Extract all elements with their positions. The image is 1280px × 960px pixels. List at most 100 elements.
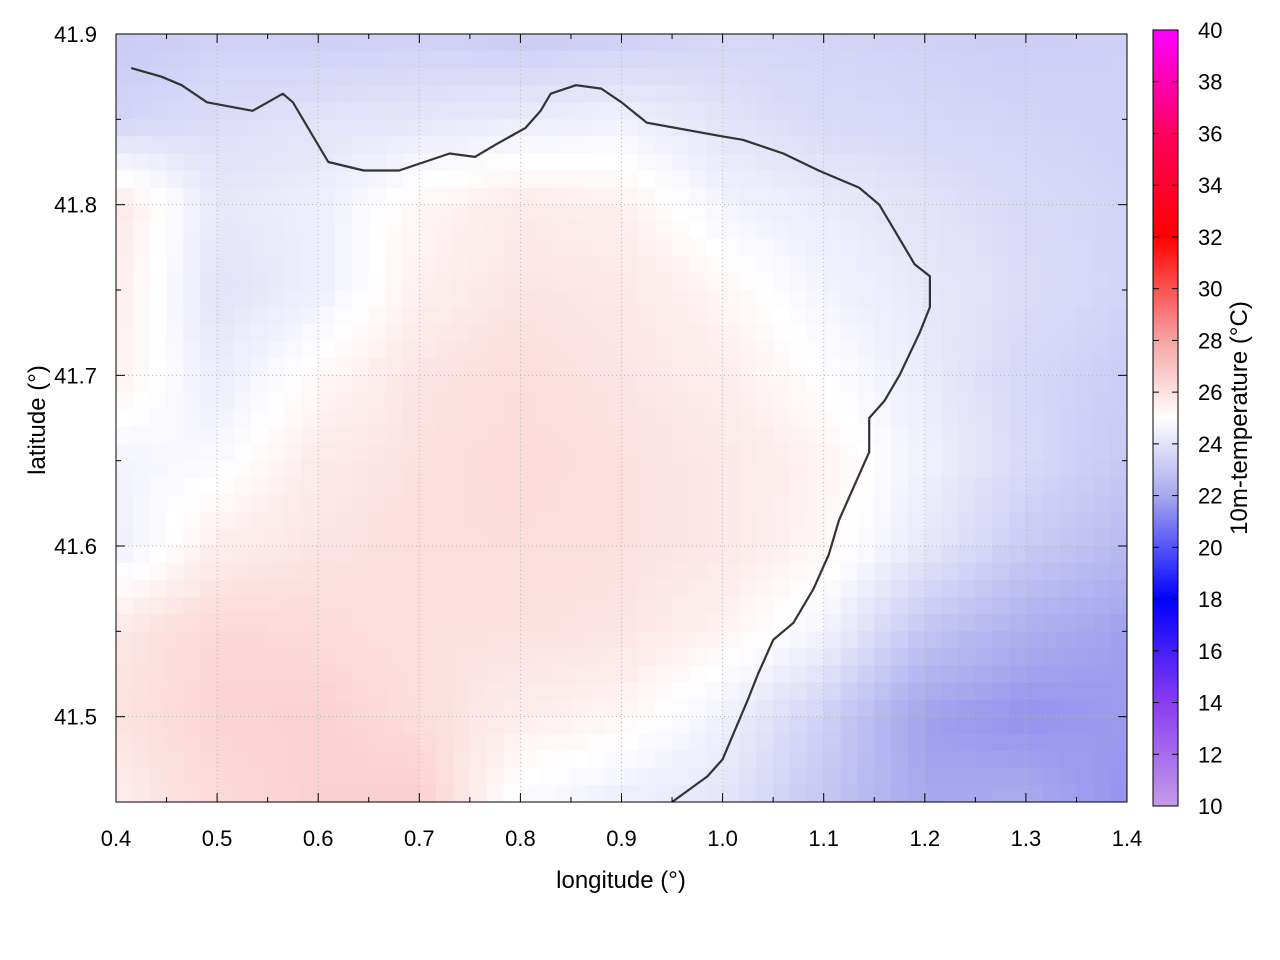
heatmap-cell [486,665,505,684]
heatmap-cell [267,358,286,376]
heatmap-cell [840,187,858,206]
heatmap-cell [1076,443,1094,462]
heatmap-cell [840,631,858,649]
heatmap-cell [907,477,926,496]
heatmap-cell [385,665,404,684]
heatmap-cell [722,528,741,547]
heatmap-cell [537,426,555,445]
heatmap-cell [891,443,909,462]
heatmap-cell [891,546,909,564]
heatmap-cell [503,307,521,325]
heatmap-cell [924,290,943,308]
heatmap-cell [823,597,842,615]
heatmap-cell [233,85,252,103]
heatmap-cell [301,290,319,308]
heatmap-cell [200,494,218,513]
heatmap-cell [688,750,707,769]
heatmap-cell [537,255,555,274]
heatmap-cell [436,221,454,240]
heatmap-cell [958,51,976,69]
heatmap-cell [469,392,488,411]
heatmap-cell [486,341,505,359]
heatmap-cell [891,307,909,325]
heatmap-cell [419,51,437,69]
heatmap-cell [705,358,724,376]
heatmap-cell [672,204,690,223]
heatmap-cell [233,255,252,274]
heatmap-cell [638,477,656,496]
heatmap-cell [1076,682,1094,701]
heatmap-cell [183,477,201,496]
grid-lines [116,34,1127,802]
heatmap-cell [891,733,909,752]
heatmap-cell [756,238,774,257]
heatmap-cell [318,477,336,496]
heatmap-cell [132,255,151,274]
heatmap-cell [1076,221,1094,240]
heatmap-cell [385,426,404,445]
heatmap-cell [318,375,336,393]
heatmap-cell [1110,477,1127,496]
heatmap-cell [941,34,960,52]
heatmap-cell [183,68,201,86]
heatmap-cell [840,528,858,547]
heatmap-cell [874,136,892,155]
heatmap-cell [790,426,808,445]
heatmap-cell [1059,614,1078,632]
heatmap-cell [503,511,521,530]
heatmap-cell [520,563,538,581]
heatmap-cell [705,204,724,223]
heatmap-cell [739,204,757,223]
heatmap-cell [436,409,454,428]
heatmap-cell [604,324,623,342]
heatmap-cell [874,580,892,598]
heatmap-cell [857,238,875,257]
heatmap-cell [672,187,690,206]
heatmap-cell [773,409,791,428]
heatmap-cell [739,767,757,786]
heatmap-cell [166,358,184,376]
heatmap-cell [368,631,387,649]
heatmap-cell [1093,528,1111,547]
heatmap-cell [537,290,555,308]
heatmap-cell [1009,443,1027,462]
heatmap-cell [419,170,437,189]
heatmap-cell [1042,443,1061,462]
heatmap-cell [587,443,606,462]
heatmap-cell [250,341,269,359]
heatmap-cell [520,511,538,530]
heatmap-cell [486,580,505,598]
heatmap-cell [233,563,252,581]
heatmap-cell [166,631,184,649]
heatmap-cell [351,136,370,155]
heatmap-cell [823,34,842,52]
heatmap-cell [250,307,269,325]
heatmap-cell [267,255,286,274]
heatmap-cell [840,272,858,291]
heatmap-cell [1110,443,1127,462]
heatmap-cell [200,580,218,598]
heatmap-cell [604,631,623,649]
heatmap-cell [132,648,151,667]
heatmap-cell [874,682,892,701]
heatmap-cell [891,631,909,649]
heatmap-cell [907,136,926,155]
heatmap-cell [453,102,471,120]
heatmap-cell [874,460,892,479]
heatmap-cell [301,460,319,479]
heatmap-cell [823,546,842,564]
heatmap-cell [756,375,774,393]
heatmap-cell [1093,443,1111,462]
heatmap-cell [907,375,926,393]
heatmap-cell [1093,546,1111,564]
heatmap-cell [368,204,387,223]
heatmap-cell [486,238,505,257]
heatmap-cell [1110,341,1127,359]
heatmap-cell [992,119,1010,137]
heatmap-cell [570,68,589,86]
heatmap-cell [183,784,201,802]
heatmap-cell [1059,716,1078,735]
heatmap-cell [1093,51,1111,69]
heatmap-cell [200,665,218,684]
